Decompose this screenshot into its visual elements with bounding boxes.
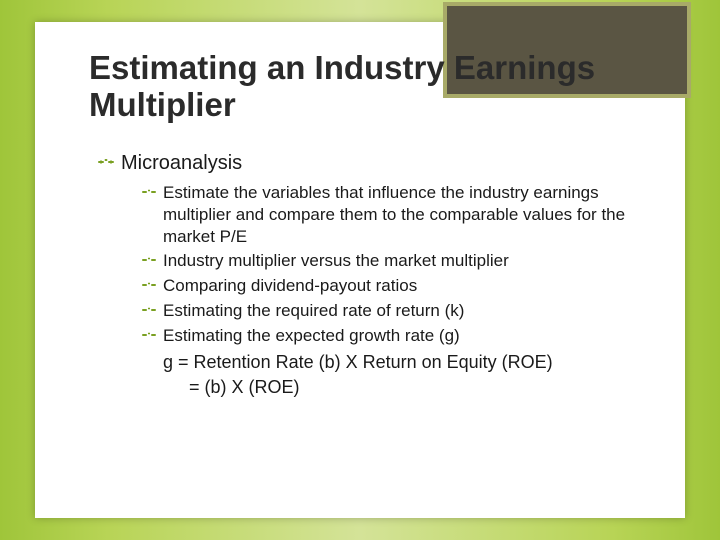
slide-panel: Estimating an Industry Earnings Multipli… — [35, 22, 685, 518]
bullet-item: Industry multiplier versus the market mu… — [141, 250, 647, 272]
heading-microanalysis: Microanalysis — [97, 150, 647, 176]
slide-content: Microanalysis Estimate the variables tha… — [97, 150, 647, 399]
bullet-item: Comparing dividend-payout ratios — [141, 275, 647, 297]
bullet-item: Estimating the expected growth rate (g) — [141, 325, 647, 347]
bullet-group: Estimate the variables that influence th… — [97, 182, 647, 346]
formula-line-2: = (b) X (ROE) — [163, 375, 647, 399]
bullet-item: Estimate the variables that influence th… — [141, 182, 647, 247]
bullet-item: Estimating the required rate of return (… — [141, 300, 647, 322]
formula-line-1: g = Retention Rate (b) X Return on Equit… — [163, 350, 647, 374]
formula-block: g = Retention Rate (b) X Return on Equit… — [97, 350, 647, 399]
slide-title: Estimating an Industry Earnings Multipli… — [89, 50, 649, 124]
